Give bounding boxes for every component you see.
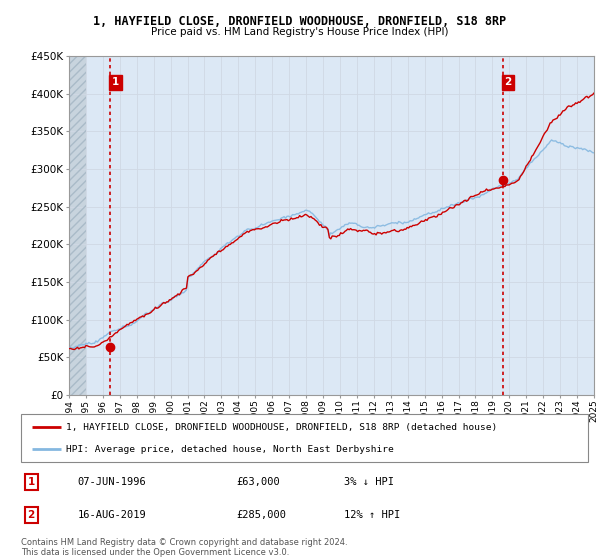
Text: 1: 1 (28, 477, 35, 487)
Text: 07-JUN-1996: 07-JUN-1996 (78, 477, 146, 487)
Bar (69, 56, 86, 395)
Text: 1: 1 (112, 77, 119, 87)
Text: 3% ↓ HPI: 3% ↓ HPI (344, 477, 394, 487)
Bar (69, 56, 86, 395)
Text: £63,000: £63,000 (236, 477, 280, 487)
Text: 1, HAYFIELD CLOSE, DRONFIELD WOODHOUSE, DRONFIELD, S18 8RP (detached house): 1, HAYFIELD CLOSE, DRONFIELD WOODHOUSE, … (67, 423, 497, 432)
Text: Contains HM Land Registry data © Crown copyright and database right 2024.
This d: Contains HM Land Registry data © Crown c… (21, 538, 347, 557)
FancyBboxPatch shape (21, 414, 588, 462)
Text: HPI: Average price, detached house, North East Derbyshire: HPI: Average price, detached house, Nort… (67, 445, 394, 454)
Text: 2: 2 (28, 510, 35, 520)
Text: 1, HAYFIELD CLOSE, DRONFIELD WOODHOUSE, DRONFIELD, S18 8RP: 1, HAYFIELD CLOSE, DRONFIELD WOODHOUSE, … (94, 15, 506, 28)
Text: Price paid vs. HM Land Registry's House Price Index (HPI): Price paid vs. HM Land Registry's House … (151, 27, 449, 37)
Text: 2: 2 (505, 77, 512, 87)
Text: £285,000: £285,000 (236, 510, 286, 520)
Text: 16-AUG-2019: 16-AUG-2019 (78, 510, 146, 520)
Text: 12% ↑ HPI: 12% ↑ HPI (344, 510, 400, 520)
